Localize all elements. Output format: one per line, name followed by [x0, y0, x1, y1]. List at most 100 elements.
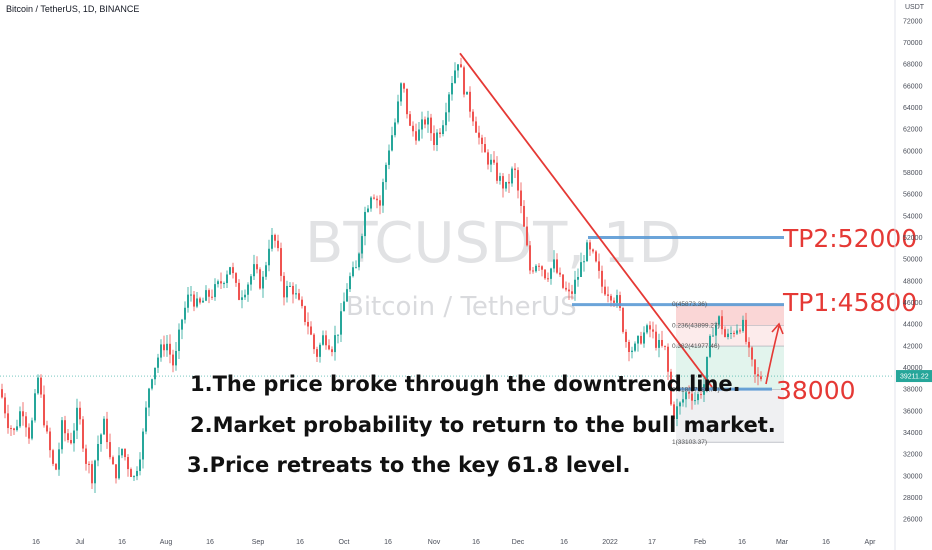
price-tick-label: 54000	[903, 213, 923, 220]
downtrend-line-group[interactable]	[459, 52, 713, 388]
candle-body	[424, 119, 426, 125]
price-tick-label: 52000	[903, 235, 923, 242]
candle-body	[412, 125, 414, 132]
candle-body	[442, 125, 444, 135]
candle-body	[397, 101, 399, 123]
candle-body	[211, 296, 213, 298]
candle-body	[739, 330, 741, 332]
candle-body	[409, 114, 411, 126]
candle-body	[301, 299, 303, 307]
candle-body	[343, 301, 345, 312]
candle-body	[289, 285, 291, 287]
candle-body	[277, 240, 279, 249]
time-tick-label: 16	[32, 539, 40, 546]
candle-body	[646, 325, 648, 333]
candle-body	[64, 420, 66, 434]
time-axis[interactable]: 16 Jul 16 Aug 16 Sep 16 Oct 16 Nov 16 Dec 16 2022 17 Fe…	[32, 539, 876, 546]
horizontal-levels[interactable]: 39211.22	[0, 236, 932, 391]
candle-body	[475, 121, 477, 133]
candle-body	[76, 407, 78, 431]
candle-body	[631, 350, 633, 353]
candle-body	[115, 464, 117, 479]
time-tick-label: 16	[206, 539, 214, 546]
candle-body	[748, 341, 750, 348]
candle-body	[313, 334, 315, 350]
candle-body	[190, 294, 192, 296]
price-tick-label: 26000	[903, 517, 923, 524]
candle-body	[262, 276, 264, 289]
fib-labels: 0(45873.36) 0.236(43899.27) 0.382(41977.46…	[672, 301, 720, 446]
candle-body	[22, 411, 24, 417]
candle-body	[547, 278, 549, 280]
time-tick-label: Aug	[160, 539, 173, 546]
candle-body	[88, 463, 90, 465]
candle-body	[124, 448, 126, 458]
price-tick-label: 60000	[903, 148, 923, 155]
candle-body	[535, 265, 537, 272]
candle-body	[589, 242, 591, 250]
candle-body	[391, 135, 393, 151]
candle-body	[241, 297, 243, 300]
candle-body	[85, 448, 87, 464]
candle-body	[421, 119, 423, 130]
fib-zone	[676, 325, 784, 347]
time-tick-label: Apr	[865, 539, 877, 546]
candle-body	[640, 335, 642, 344]
candle-body	[259, 269, 261, 289]
candle-body	[565, 287, 567, 290]
candle-body	[7, 413, 9, 429]
candle-body	[400, 83, 402, 102]
candle-body	[163, 344, 165, 351]
time-tick-label: Mar	[776, 539, 789, 546]
candle-body	[37, 377, 39, 394]
candle-body	[169, 343, 171, 355]
candle-body	[292, 285, 294, 295]
candle-body	[40, 377, 42, 395]
candle-body	[109, 442, 111, 458]
candle-body	[742, 319, 744, 332]
candle-body	[202, 300, 204, 303]
time-tick-label: 16	[384, 539, 392, 546]
candle-body	[439, 132, 441, 135]
time-tick-label: Jul	[76, 539, 85, 546]
candle-body	[157, 357, 159, 368]
candle-body	[613, 300, 615, 303]
price-tick-label: 42000	[903, 343, 923, 350]
candle-body	[232, 267, 234, 274]
candle-body	[370, 197, 372, 209]
candle-body	[538, 265, 540, 267]
candle-body	[688, 392, 690, 394]
candle-body	[298, 293, 300, 300]
candle-body	[451, 83, 453, 95]
candle-body	[373, 197, 375, 199]
candle-body	[607, 294, 609, 296]
candle-body	[430, 117, 432, 134]
candle-body	[679, 402, 681, 407]
candle-body	[496, 162, 498, 181]
candle-body	[388, 150, 390, 165]
price-axis[interactable]: USDT 26000 28000 30000 32000 34000 36000 38000…	[894, 0, 925, 550]
candle-body	[166, 343, 168, 351]
candle-body	[178, 329, 180, 351]
fib-level-label: 1(33103.37)	[672, 439, 707, 446]
candle-body	[526, 226, 528, 246]
price-tick-label: 70000	[903, 40, 923, 47]
candle-body	[523, 205, 525, 227]
tp2-label: TP2:52000	[782, 224, 917, 253]
candle-body	[568, 289, 570, 292]
candle-body	[247, 284, 249, 295]
price-tick-label: 28000	[903, 495, 923, 502]
candle-body	[13, 428, 15, 431]
time-tick-label: Dec	[512, 539, 525, 546]
candle-body	[418, 129, 420, 141]
candle-body	[682, 399, 684, 403]
price-tick-label: 34000	[903, 430, 923, 437]
candle-body	[505, 181, 507, 189]
candle-body	[643, 332, 645, 344]
candle-body	[658, 339, 660, 348]
candle-body	[472, 111, 474, 122]
candle-body	[664, 345, 666, 347]
candle-body	[286, 285, 288, 298]
